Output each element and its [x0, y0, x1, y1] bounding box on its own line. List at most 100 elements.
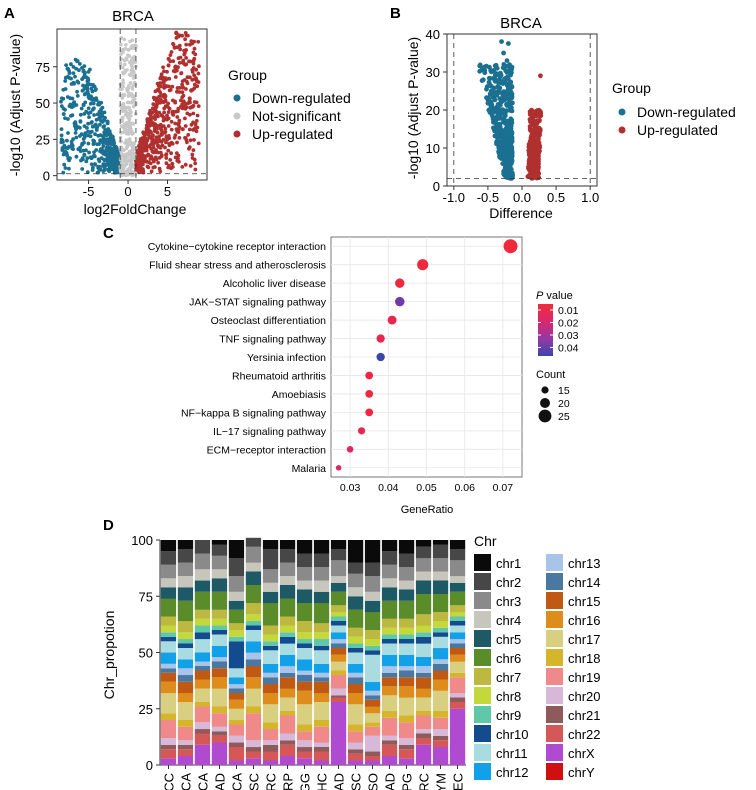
- bar-segment-chr2: [432, 544, 449, 558]
- point-down-regulated: [93, 162, 97, 167]
- point-down-regulated: [80, 141, 85, 146]
- point-not-significant: [121, 102, 125, 107]
- bar-segment-chr9: [228, 636, 245, 642]
- point-up-regulated: [140, 152, 144, 156]
- point-up-regulated: [170, 161, 175, 166]
- pathway-label: Fluid shear stress and atherosclerosis: [149, 260, 326, 272]
- point-down-regulated: [480, 66, 485, 72]
- bar-segment-chr14: [228, 688, 245, 693]
- point-down-regulated: [499, 153, 505, 159]
- point-up-regulated: [189, 122, 194, 127]
- point-down-regulated: [111, 141, 115, 145]
- point-up-regulated: [156, 124, 161, 128]
- bar-segment-chr14: [262, 677, 279, 685]
- legend-label: chr5: [496, 632, 521, 647]
- bar-segment-chrX: [432, 747, 449, 765]
- bar-segment-chr16: [347, 693, 364, 705]
- bar-segment-chr1: [160, 540, 177, 552]
- point-not-significant: [130, 141, 135, 145]
- point-down-regulated: [63, 116, 67, 120]
- x-tick-label: -0.5: [477, 190, 499, 205]
- point-down-regulated: [74, 154, 79, 159]
- point-not-significant: [128, 60, 132, 65]
- bar-segment-chr15: [211, 668, 228, 678]
- pathway-dot: [357, 427, 366, 435]
- point-up-regulated: [184, 87, 188, 91]
- pathway-dot: [365, 390, 374, 398]
- point-up-regulated: [175, 86, 180, 90]
- legend-swatch-chr16: [546, 611, 563, 628]
- pathway-label: Alcoholic liver disease: [223, 278, 326, 290]
- point-down-regulated: [78, 149, 83, 154]
- bar-segment-chr11: [262, 650, 279, 664]
- point-up-regulated: [148, 157, 153, 161]
- legend-swatch-chr8: [474, 687, 491, 704]
- legend-label: Down-regulated: [637, 104, 736, 120]
- point-down-regulated: [503, 156, 509, 162]
- point-up-regulated: [169, 119, 174, 124]
- pvalue-tick-label: 0.02: [558, 318, 579, 330]
- point-up-regulated: [197, 64, 201, 69]
- point-not-significant: [126, 128, 130, 133]
- legend-label: chr20: [568, 689, 601, 704]
- bar-segment-chr1: [177, 540, 194, 549]
- point-not-significant: [133, 172, 138, 177]
- bar-segment-chr14: [364, 695, 381, 700]
- bar-segment-chr7: [279, 616, 296, 626]
- bar-segment-chr16: [432, 679, 449, 691]
- point-up-regulated: [188, 164, 193, 168]
- point-up-regulated: [159, 93, 164, 97]
- bar-segment-chr20: [177, 740, 194, 745]
- bar-segment-chrX: [449, 708, 466, 766]
- bar-segment-chr16: [296, 690, 313, 705]
- bar-segment-chr10: [347, 648, 364, 653]
- x-tick-label: LIHC: [315, 773, 330, 790]
- point-down-regulated: [495, 109, 500, 115]
- bar-segment-chrX: [160, 758, 177, 766]
- legend-marker: [233, 94, 241, 102]
- bar-segment-chr5: [432, 580, 449, 594]
- point-not-significant: [124, 162, 128, 166]
- x-tick-label: ACC: [162, 773, 177, 790]
- point-up-regulated: [175, 129, 180, 134]
- bar-segment-chr10: [398, 639, 415, 644]
- bar-segment-chr15: [296, 681, 313, 691]
- count-tick-label: 25: [558, 411, 570, 423]
- bar-segment-chr4: [432, 571, 449, 581]
- bar-segment-chr8: [432, 621, 449, 628]
- bar-segment-chr19: [194, 706, 211, 723]
- pathway-dot: [417, 259, 429, 271]
- bar-segment-chr13: [432, 659, 449, 664]
- bar-segment-chr6: [364, 612, 381, 630]
- point-down-regulated: [503, 174, 508, 180]
- bar-segment-chr11: [381, 643, 398, 655]
- point-up-regulated: [154, 109, 158, 113]
- bar-segment-chr10: [279, 636, 296, 644]
- point-down-regulated: [82, 153, 87, 158]
- bar-segment-chr19: [211, 713, 228, 727]
- bar-segment-chr4: [160, 578, 177, 588]
- point-up-regulated: [156, 82, 161, 87]
- pathway-dot: [387, 315, 397, 325]
- point-down-regulated: [78, 119, 83, 124]
- point-not-significant: [118, 139, 123, 144]
- point-not-significant: [125, 124, 129, 129]
- point-not-significant: [120, 96, 125, 100]
- point-up-regulated: [176, 122, 181, 127]
- point-up-regulated: [159, 72, 164, 77]
- bar-segment-chr1: [228, 540, 245, 558]
- bar-segment-chr13: [415, 666, 432, 673]
- point-not-significant: [130, 132, 134, 136]
- point-down-regulated: [505, 86, 511, 92]
- point-down-regulated: [102, 130, 107, 135]
- point-up-regulated: [166, 63, 171, 68]
- bar-segment-chr14: [398, 670, 415, 678]
- point-up-regulated: [531, 149, 537, 155]
- x-tick-label: COAD: [213, 773, 228, 790]
- bar-segment-chrX: [245, 758, 262, 766]
- point-up-regulated: [161, 79, 166, 84]
- point-up-regulated: [143, 154, 147, 159]
- legend-label: chr1: [496, 556, 521, 571]
- bar-segment-chr5: [381, 587, 398, 601]
- point-down-regulated: [109, 166, 114, 171]
